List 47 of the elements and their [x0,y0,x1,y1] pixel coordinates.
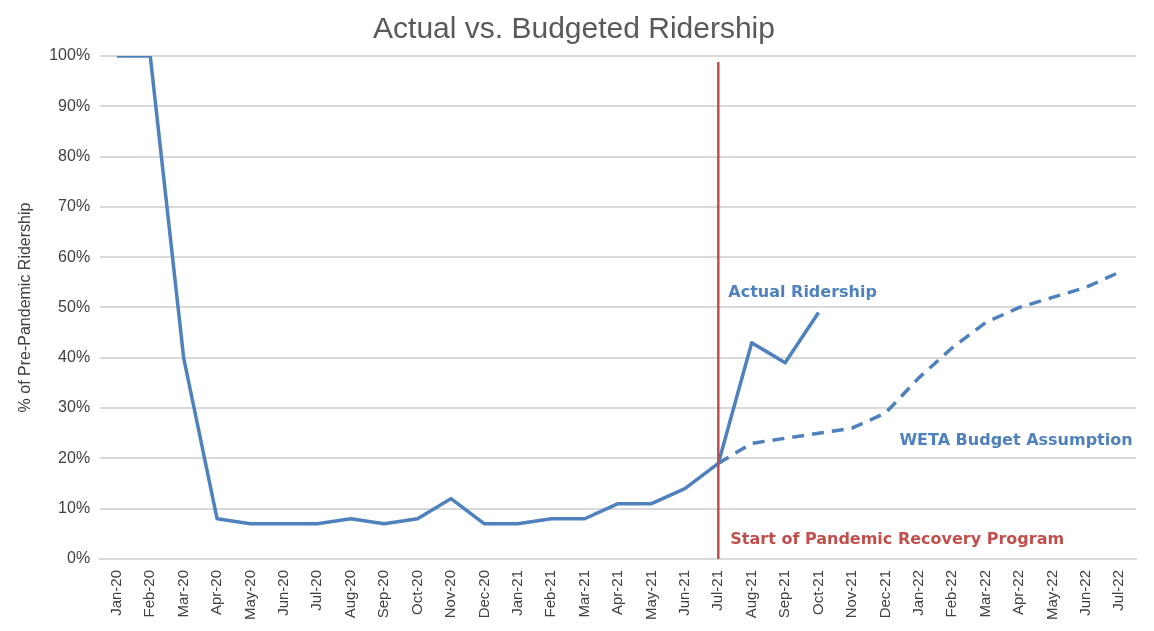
x-tick-label: Mar-22 [975,569,993,618]
x-tick-label: Dec-21 [875,569,893,619]
x-tick-label: May-20 [240,569,258,621]
series-label: Actual Ridership [728,281,877,301]
x-tick-label: Apr-20 [207,569,225,616]
y-tick-label: 20% [58,448,91,466]
x-tick-label: Oct-20 [407,569,425,615]
x-tick-label: Feb-21 [541,569,559,618]
x-tick-label: Apr-21 [608,569,626,616]
x-tick-label: Sep-20 [374,569,392,619]
x-tick-label: Dec-20 [474,569,492,619]
y-tick-label: 80% [58,147,91,164]
y-tick-label: 40% [58,348,91,366]
y-tick-label: 10% [58,499,91,517]
x-tick-label: Sep-21 [775,569,793,619]
x-tick-label: Jul-22 [1109,569,1127,611]
chart-title: Actual vs. Budgeted Ridership [373,11,775,45]
y-tick-label: 90% [58,96,91,114]
x-tick-label: Aug-20 [340,569,358,619]
y-tick-label: 60% [58,247,91,265]
y-tick-label: 0% [67,549,91,567]
x-tick-label: Jun-21 [675,569,693,616]
x-tick-label: Mar-21 [574,569,592,618]
x-tick-label: Mar-20 [173,569,191,618]
x-tick-label: Feb-22 [942,569,960,618]
x-tick-label: Apr-22 [1009,569,1027,616]
y-tick-label: 100% [49,46,91,64]
series-label: WETA Budget Assumption [899,430,1133,450]
y-tick-label: 70% [58,197,91,215]
x-tick-label: Jan-22 [908,569,926,616]
x-tick-label: Jul-20 [307,569,325,611]
x-tick-label: Jan-20 [106,569,124,616]
x-tick-label: Jun-22 [1076,569,1094,616]
ref-line-label: Start of Pandemic Recovery Program [730,529,1065,549]
x-tick-label: Jul-21 [708,569,726,611]
x-tick-label: Jun-20 [274,569,292,616]
x-tick-label: Oct-21 [808,569,826,615]
x-tick-label: May-21 [641,569,659,621]
x-tick-label: Jan-21 [507,569,525,616]
y-tick-label: 30% [58,398,91,416]
y-tick-label: 50% [58,297,91,315]
y-axis-title: % of Pre-Pandemic Ridership [16,202,34,413]
x-tick-label: Feb-20 [140,569,158,618]
x-tick-label: May-22 [1042,569,1060,621]
x-tick-label: Nov-20 [441,569,459,619]
x-tick-label: Nov-21 [842,569,860,619]
x-tick-label: Aug-21 [741,569,759,619]
